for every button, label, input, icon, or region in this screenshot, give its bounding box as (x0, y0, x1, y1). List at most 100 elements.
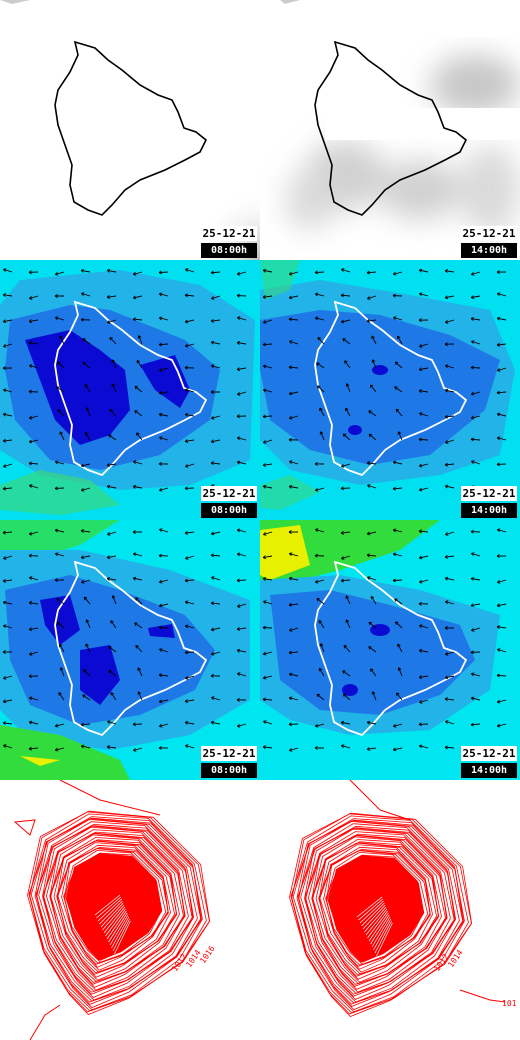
wind-arrow-head (496, 412, 501, 417)
wind-arrow-head (28, 696, 33, 701)
wind-arrow-head (418, 367, 423, 372)
wind-arrow (86, 619, 91, 629)
wind-arrow-head (81, 292, 85, 296)
wind-arrow (55, 529, 65, 533)
wind-arrow (397, 335, 403, 345)
wind-arrow (393, 529, 403, 533)
isobar-line (319, 848, 431, 973)
wind-arrow (159, 437, 169, 441)
wind-arrow-head (470, 391, 475, 396)
wind-arrow-head (210, 553, 214, 558)
wind-arrow-head (29, 296, 33, 300)
wind-arrow (2, 531, 13, 534)
wind-arrow (419, 390, 429, 393)
wind-arrow-head (82, 694, 86, 698)
wind-arrow-head (210, 627, 215, 632)
wind-arrow-head (444, 484, 449, 489)
wind-arrow-head (28, 553, 32, 558)
wind-arrow-head (106, 484, 111, 489)
isobar-gap (99, 900, 123, 925)
wind-arrow-head (319, 643, 324, 647)
isobar-line (49, 833, 186, 985)
wind-arrow (29, 576, 39, 581)
wind-arrow-head (418, 722, 422, 727)
wind-arrow (107, 746, 117, 749)
wind-arrow-head (470, 650, 474, 655)
wind-arrow-head (236, 697, 240, 702)
wind-arrow (2, 487, 13, 490)
wind-arrow-head (80, 268, 85, 273)
wind-arrow-head (341, 268, 345, 272)
wind-arrow (497, 413, 507, 417)
wind-arrow-head (262, 388, 267, 393)
wind-arrow-head (237, 672, 241, 676)
wind-arrow-head (496, 673, 500, 678)
wind-arrow-head (184, 600, 189, 605)
wind-arrow-head (444, 554, 449, 559)
wind-arrow-head (210, 340, 215, 345)
wind-arrow (471, 295, 481, 299)
wind-arrow-head (135, 597, 139, 601)
wind-arrow-head (314, 746, 318, 750)
wind-arrow (3, 389, 13, 393)
wind-arrow-head (288, 391, 293, 396)
timestamp-badge: 25-12-21 08:00h (201, 486, 257, 518)
wind-arrow-head (288, 722, 292, 727)
wind-arrow (317, 337, 325, 345)
wind-arrow (315, 579, 325, 583)
wind-arrow-head (158, 342, 162, 347)
wind-arrow-head (368, 410, 372, 414)
wind-arrow-head (84, 431, 89, 436)
wind-arrow (471, 460, 481, 465)
wind-arrow (497, 699, 507, 703)
wind-arrow (289, 366, 299, 369)
wind-arrow-head (392, 486, 396, 491)
wind-arrow (317, 385, 325, 393)
wind-arrow (289, 697, 299, 701)
wind-arrow-head (159, 528, 163, 532)
wind-arrow-head (54, 528, 59, 533)
time-label: 08:00h (201, 763, 257, 778)
wind-arrow (237, 723, 247, 727)
wind-arrow-head (54, 723, 59, 728)
wind-arrow-head (137, 335, 142, 339)
wind-arrow (288, 651, 299, 654)
wind-arrow-head (3, 624, 7, 629)
wind-arrow (133, 461, 143, 465)
wind-arrow (237, 437, 247, 441)
wind-arrow-head (497, 292, 501, 297)
wind-arrow-head (445, 320, 449, 324)
wind-arrow-head (2, 366, 6, 371)
wind-arrow (29, 602, 39, 605)
date-label: 25-12-21 (201, 486, 257, 501)
wind-arrow-head (54, 578, 58, 583)
wind-arrow (445, 463, 455, 466)
island-coastline (314, 560, 468, 737)
wind-arrow-head (444, 745, 448, 750)
wind-arrow-head (184, 412, 189, 417)
wind-arrow-head (134, 385, 139, 390)
isobar-line (323, 849, 431, 970)
wind-arrow (107, 463, 117, 466)
wind-arrow-head (288, 530, 292, 534)
wind-arrow (86, 407, 91, 417)
isobar-line (290, 818, 465, 1013)
isobar-line (296, 820, 464, 1007)
wind-arrow-head (262, 342, 266, 347)
wind-arrow (393, 461, 403, 465)
wind-arrow-head (108, 670, 112, 674)
wind-arrow (211, 576, 221, 581)
wind-arrow-head (419, 344, 423, 348)
wind-arrow (496, 674, 507, 677)
wind-arrow-head (184, 624, 189, 629)
wind-arrow (237, 649, 247, 653)
wind-arrow-head (237, 392, 241, 396)
wind-arrow-head (132, 484, 137, 489)
wind-arrow-head (288, 696, 293, 701)
wind-arrow (263, 675, 273, 679)
wind-arrow-head (184, 319, 189, 324)
wind-arrow-head (262, 651, 267, 656)
wind-arrow (211, 651, 221, 655)
wind-arrow-head (136, 359, 141, 364)
wind-arrow-head (496, 462, 500, 467)
